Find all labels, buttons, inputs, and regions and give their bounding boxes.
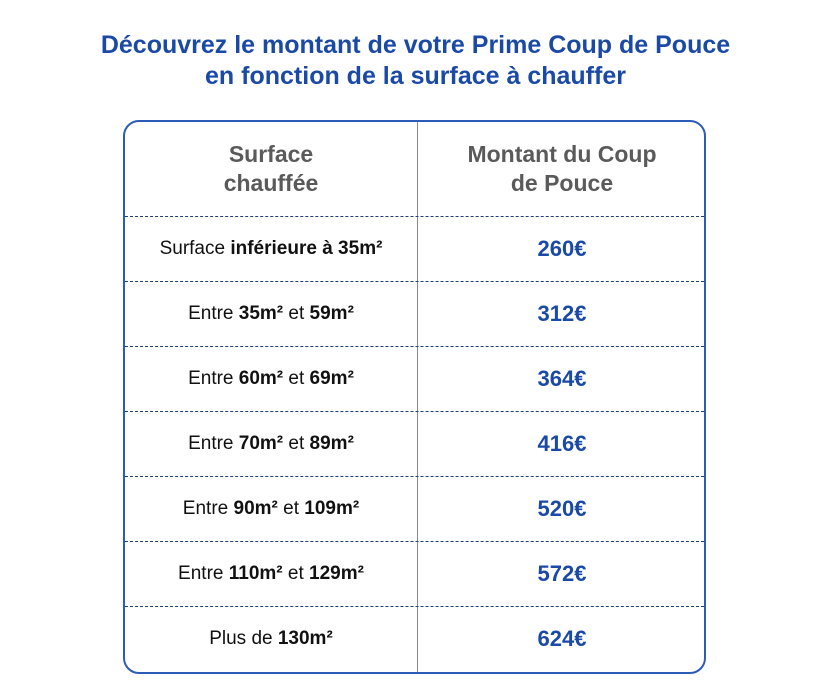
surface-cell: Entre 90m² et 109m²	[125, 477, 417, 541]
table-row: Entre 60m² et 69m² 364€	[125, 346, 704, 411]
table-row: Entre 35m² et 59m² 312€	[125, 281, 704, 346]
header-amount-line-2: de Pouce	[510, 170, 614, 196]
surface-prefix: Entre	[188, 368, 239, 389]
amount-cell: 572€	[537, 561, 587, 586]
surface-cell: Entre 110m² et 129m²	[125, 542, 417, 606]
surface-max: 69m²	[309, 368, 354, 389]
page-title-line-1: Découvrez le montant de votre Prime Coup…	[100, 31, 731, 59]
surface-cell: Plus de 130m²	[125, 607, 417, 671]
amount-cell: 312€	[537, 301, 587, 326]
header-surface-line-1: Surface	[228, 141, 314, 167]
surface-max: 129m²	[309, 563, 364, 584]
header-surface: Surface chauffée	[125, 122, 417, 216]
amount-cell: 260€	[537, 236, 587, 261]
surface-connector: et	[283, 368, 310, 389]
surface-min: 60m²	[238, 368, 284, 389]
header-surface-line-2: chauffée	[223, 170, 319, 196]
surface-value: inférieure à 35m²	[230, 238, 383, 259]
surface-min: 70m²	[238, 433, 284, 454]
amount-cell: 364€	[537, 366, 587, 391]
surface-connector: et	[283, 433, 310, 454]
table-row: Plus de 130m² 624€	[125, 606, 704, 671]
surface-prefix: Entre	[178, 563, 229, 584]
amount-cell: 416€	[537, 431, 587, 456]
header-amount-line-1: Montant du Coup	[467, 141, 657, 167]
surface-max: 109m²	[304, 498, 360, 519]
table-row: Entre 110m² et 129m² 572€	[125, 541, 704, 606]
surface-prefix: Plus de	[209, 628, 278, 649]
table-row: Entre 70m² et 89m² 416€	[125, 411, 704, 476]
surface-value: 130m²	[277, 628, 333, 649]
surface-max: 89m²	[309, 433, 354, 454]
table-row: Entre 90m² et 109m² 520€	[125, 476, 704, 541]
surface-min: 90m²	[233, 498, 278, 519]
header-amount: Montant du Coup de Pouce	[418, 122, 704, 216]
surface-connector: et	[282, 563, 310, 584]
surface-prefix: Surface	[159, 238, 231, 259]
page-title-line-2: en fonction de la surface à chauffer	[205, 62, 626, 90]
surface-connector: et	[277, 498, 305, 519]
surface-max: 59m²	[309, 303, 354, 324]
surface-prefix: Entre	[182, 498, 234, 519]
table-row: Surface inférieure à 35m² 260€	[125, 216, 704, 281]
surface-cell: Entre 60m² et 69m²	[125, 347, 417, 411]
page-title: Découvrez le montant de votre Prime Coup…	[0, 30, 831, 92]
table-header-row: Surface chauffée Montant du Coup de Pouc…	[125, 122, 704, 216]
surface-cell: Entre 35m² et 59m²	[125, 282, 417, 346]
surface-prefix: Entre	[188, 433, 239, 454]
surface-prefix: Entre	[188, 303, 239, 324]
surface-min: 35m²	[238, 303, 284, 324]
amount-cell: 520€	[537, 496, 587, 521]
surface-cell: Entre 70m² et 89m²	[125, 412, 417, 476]
surface-min: 110m²	[228, 563, 283, 584]
amount-cell: 624€	[537, 626, 587, 651]
surface-cell: Surface inférieure à 35m²	[125, 217, 417, 281]
surface-connector: et	[283, 303, 310, 324]
prime-amount-table: Surface chauffée Montant du Coup de Pouc…	[123, 120, 706, 674]
column-divider	[417, 122, 418, 672]
